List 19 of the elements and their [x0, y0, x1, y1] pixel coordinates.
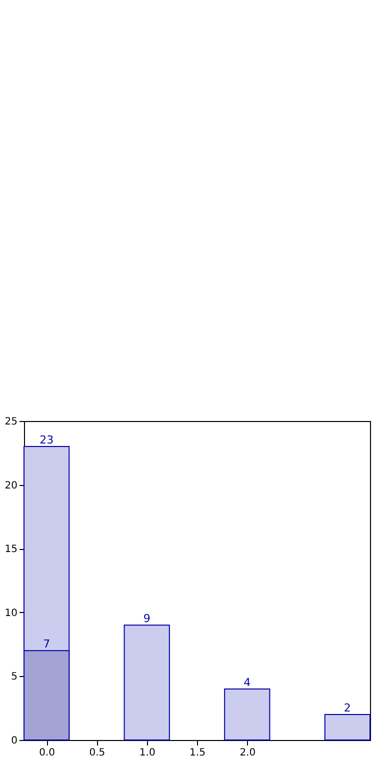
bar: [324, 714, 370, 740]
x-tick-label: 0.5: [89, 748, 106, 758]
bar: [224, 688, 270, 740]
y-tick-label: 25: [4, 416, 18, 428]
y-tick-label: 20: [4, 480, 18, 492]
y-tick-label: 0: [11, 736, 18, 746]
y-tick-label: 15: [4, 544, 18, 556]
data-label: 4: [244, 676, 251, 689]
bar: [124, 624, 170, 740]
x-tick-label: 2.0: [240, 748, 256, 758]
x-tick-label: 1.0: [139, 748, 156, 758]
data-label: 9: [143, 612, 150, 626]
y-tick-label: 5: [11, 672, 18, 683]
x-tick-label: 0.0: [39, 748, 56, 758]
data-label: 7: [43, 638, 50, 651]
data-label: 2: [344, 701, 351, 714]
y-tick-label: 10: [4, 608, 18, 619]
x-tick-label: 1.5: [190, 748, 206, 758]
data-label: 23: [40, 434, 54, 447]
